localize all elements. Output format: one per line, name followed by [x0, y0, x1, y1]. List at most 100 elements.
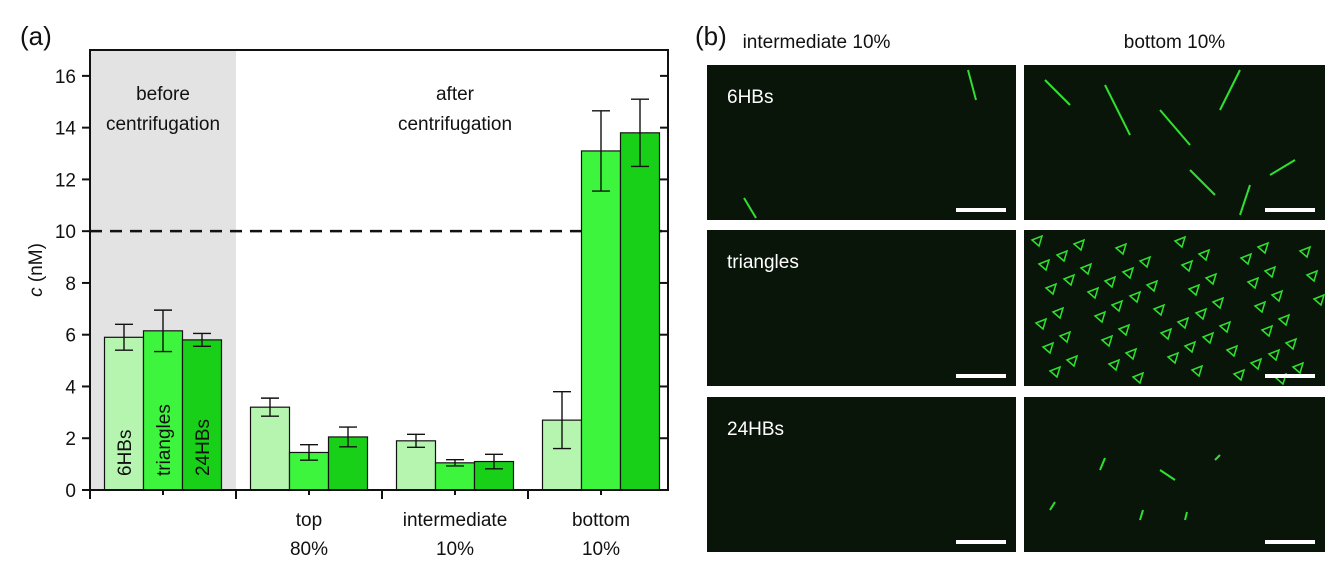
annotation: after — [436, 84, 475, 105]
annotation: centrifugation — [398, 114, 512, 135]
particle — [1093, 310, 1107, 324]
panel-label: (a) — [20, 21, 52, 51]
bar — [619, 132, 661, 491]
particle — [1256, 241, 1270, 255]
micrograph — [1024, 65, 1325, 220]
particle — [967, 69, 977, 101]
particle — [743, 197, 757, 219]
micrograph — [1024, 230, 1325, 386]
particle — [1062, 273, 1076, 287]
particle — [1138, 255, 1152, 269]
particle — [1260, 324, 1274, 338]
particle — [1030, 234, 1044, 248]
particle — [1176, 316, 1190, 330]
error-bar — [592, 110, 610, 192]
micrograph — [1024, 397, 1325, 552]
error-bar — [553, 390, 571, 450]
particle — [1219, 69, 1241, 111]
bar — [395, 440, 437, 491]
particle — [1131, 371, 1145, 385]
particle — [1201, 331, 1215, 345]
particle — [1051, 306, 1065, 320]
scale-bar — [1265, 374, 1315, 378]
particle — [1065, 354, 1079, 368]
particle — [1037, 258, 1051, 272]
error-bar — [485, 453, 503, 470]
error-bar — [261, 397, 279, 417]
y-tick-label: 8 — [65, 274, 76, 295]
particle — [1128, 290, 1142, 304]
particle — [1180, 259, 1194, 273]
particle — [1204, 272, 1218, 286]
micrograph — [707, 230, 1016, 386]
particle — [1048, 365, 1062, 379]
micrograph — [707, 65, 1016, 220]
y-tick-label: 0 — [65, 481, 76, 502]
bar — [580, 150, 622, 491]
particle — [1214, 454, 1221, 461]
particle — [1103, 275, 1117, 289]
particle — [1284, 337, 1298, 351]
y-tick-label: 16 — [55, 67, 76, 88]
y-tick-label: 12 — [55, 170, 76, 191]
x-tick-label: 10% — [436, 539, 474, 558]
particle — [1189, 169, 1216, 196]
x-tick-label: intermediate — [403, 510, 508, 531]
x-tick-label: bottom — [572, 510, 630, 531]
x-tick-label: top — [296, 510, 322, 531]
particle — [1107, 358, 1121, 372]
y-tick-label: 10 — [55, 222, 76, 243]
particle — [1055, 249, 1069, 263]
bar — [181, 339, 223, 491]
column-header: bottom 10% — [1124, 32, 1225, 53]
row-label: 6HBs — [727, 87, 773, 108]
y-label-symbol: c — [26, 287, 47, 297]
bar — [103, 336, 145, 491]
y-tick-label: 14 — [55, 119, 77, 140]
particle — [1194, 307, 1208, 321]
error-bar — [115, 323, 133, 351]
scale-bar — [956, 208, 1006, 212]
particle — [1159, 327, 1173, 341]
particle — [1263, 265, 1277, 279]
bar — [249, 406, 291, 491]
particle — [1041, 341, 1055, 355]
particle — [1298, 245, 1312, 259]
error-bar — [407, 433, 425, 448]
particle — [1110, 299, 1124, 313]
particle — [1183, 340, 1197, 354]
particle — [1145, 279, 1159, 293]
row-label: triangles — [727, 252, 799, 273]
particle — [1197, 248, 1211, 262]
particle — [1114, 242, 1128, 256]
legend-label: 24HBs — [193, 419, 214, 476]
panel-label: (b) — [695, 21, 727, 51]
particle — [1277, 313, 1291, 327]
particle — [1270, 289, 1284, 303]
particle — [1139, 509, 1144, 521]
particle — [1058, 330, 1072, 344]
particle — [1305, 269, 1319, 283]
particle — [1312, 293, 1325, 307]
particle — [1121, 266, 1135, 280]
particle — [1225, 344, 1239, 358]
particle — [1086, 286, 1100, 300]
particle — [1211, 296, 1225, 310]
particle — [1044, 282, 1058, 296]
particle — [1190, 364, 1204, 378]
plot-frame — [89, 49, 669, 491]
particle — [1104, 84, 1131, 136]
y-axis-label: c (nM) — [26, 243, 47, 297]
particle — [1152, 303, 1166, 317]
particle — [1249, 357, 1263, 371]
error-bar — [339, 426, 357, 448]
legend-label: triangles — [154, 404, 175, 476]
error-bar — [631, 98, 649, 168]
scale-bar — [956, 540, 1006, 544]
particle — [1246, 276, 1260, 290]
y-tick-label: 2 — [65, 429, 76, 450]
scale-bar — [1265, 540, 1315, 544]
particle — [1166, 351, 1180, 365]
